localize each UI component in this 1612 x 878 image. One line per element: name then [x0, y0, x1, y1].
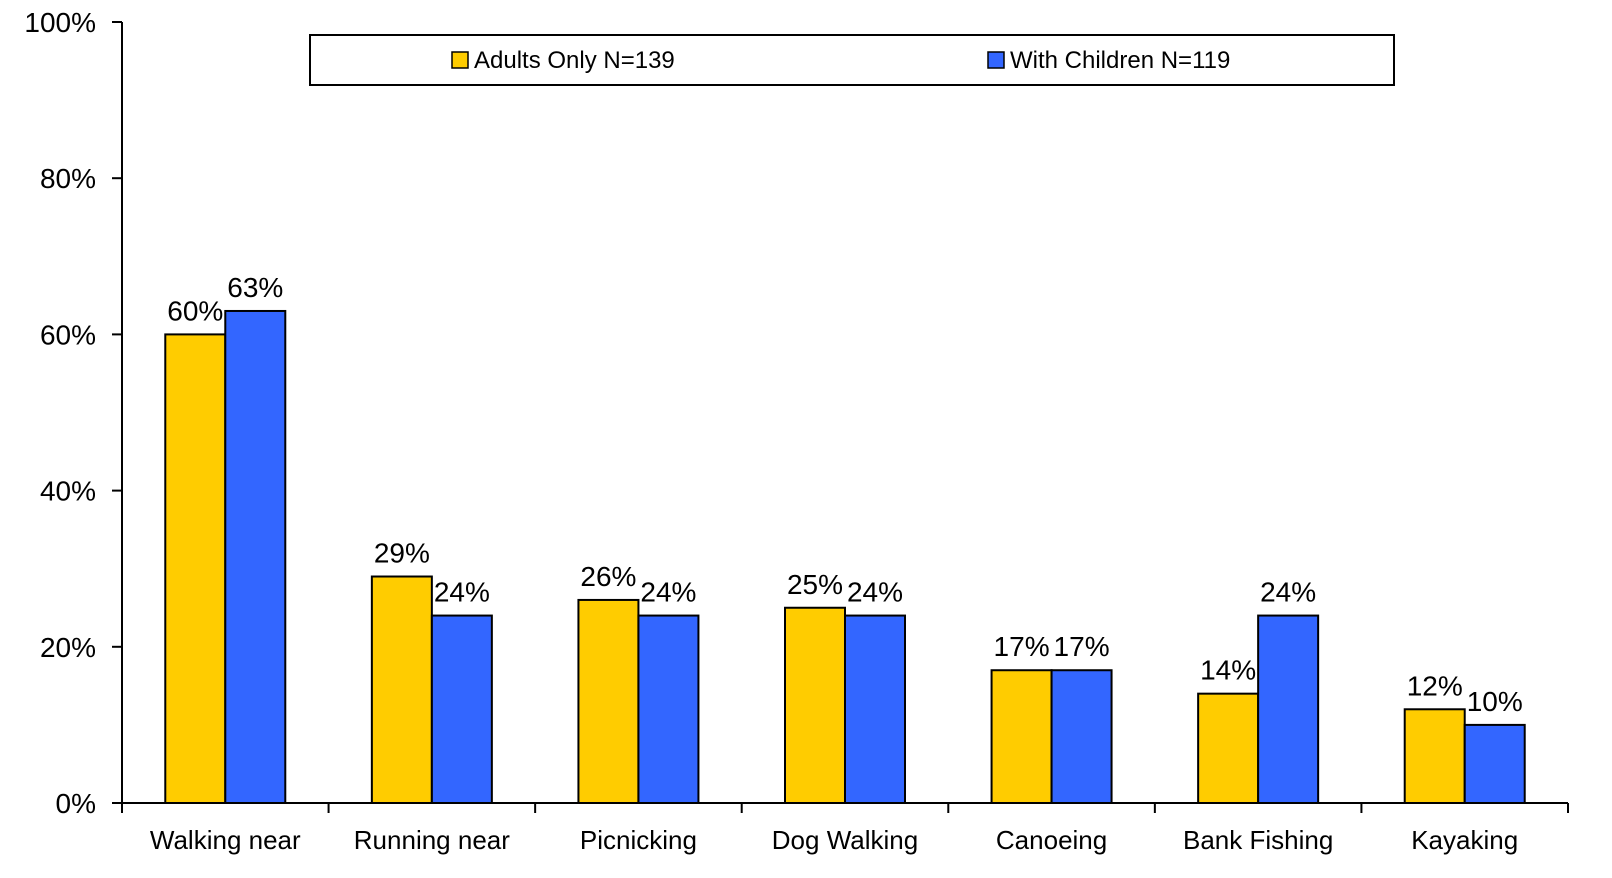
x-tick-label: Running near [354, 825, 510, 855]
bar-with-children [1050, 669, 1113, 804]
data-label: 26% [580, 561, 636, 592]
bar-adults-only [990, 669, 1053, 804]
bar-adults-only [784, 606, 846, 804]
legend-label: Adults Only N=139 [474, 47, 675, 74]
data-label: 63% [227, 272, 283, 303]
data-label: 10% [1467, 686, 1523, 717]
data-label: 17% [994, 631, 1050, 662]
y-tick-label: 0% [56, 788, 96, 819]
x-tick-label: Walking near [150, 825, 301, 855]
data-label: 14% [1200, 655, 1256, 686]
bar-adults-only [1197, 692, 1260, 804]
y-tick-label: 40% [40, 476, 96, 507]
data-label: 17% [1054, 631, 1110, 662]
x-tick-label: Dog Walking [772, 825, 918, 855]
bar-with-children [637, 614, 700, 804]
legend-swatch [451, 51, 469, 69]
data-label: 60% [167, 295, 223, 326]
y-tick-label: 60% [40, 319, 96, 350]
data-label: 25% [787, 569, 843, 600]
y-tick-label: 20% [40, 632, 96, 663]
data-label: 29% [374, 538, 430, 569]
x-tick-label: Picnicking [580, 825, 697, 855]
data-label: 24% [434, 577, 490, 608]
x-tick-label: Kayaking [1411, 825, 1518, 855]
bar-adults-only [1403, 708, 1466, 805]
data-label: 24% [847, 577, 903, 608]
bar-adults-only [164, 333, 227, 804]
bar-with-children [430, 614, 493, 804]
data-labels: 60%63%29%24%26%24% 25% 24%17% 17%14%24%12%1… [167, 272, 1522, 717]
data-label: 24% [640, 577, 696, 608]
data-label: 12% [1407, 670, 1463, 701]
bars [164, 309, 1526, 805]
bar-with-children [224, 309, 287, 804]
bar-with-children [844, 614, 906, 804]
y-tick-label: 80% [40, 163, 96, 194]
x-tick-label: Bank Fishing [1183, 825, 1333, 855]
legend-box [309, 34, 1395, 86]
legend-label: With Children N=119 [1010, 47, 1230, 74]
legend-swatch [987, 51, 1005, 69]
x-tick-label: Canoeing [996, 825, 1107, 855]
bar-with-children [1463, 723, 1526, 805]
bar-adults-only [370, 575, 433, 805]
data-label: 24% [1260, 577, 1316, 608]
bar-with-children [1257, 614, 1320, 804]
legend: Adults Only N=139 With Children N=119 [309, 34, 1395, 86]
bar-adults-only [577, 598, 640, 804]
y-tick-label: 100% [24, 7, 96, 38]
axes: 0% 20% 40% 60% 80% 100% Walking near Running ne… [24, 7, 1569, 855]
